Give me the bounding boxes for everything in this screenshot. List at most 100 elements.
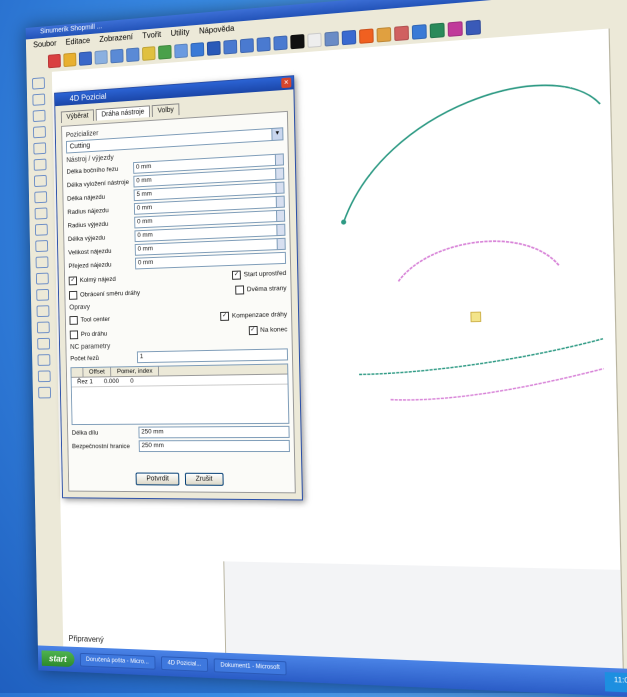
start-button[interactable]: start	[42, 650, 75, 667]
nc-count-input[interactable]: 1	[137, 348, 288, 363]
simulate-icon[interactable]	[466, 20, 481, 36]
chevron-down-icon[interactable]: ▼	[271, 128, 282, 140]
point-icon[interactable]	[359, 28, 374, 43]
zoom-window-icon[interactable]	[240, 38, 254, 53]
tool-dimension-icon[interactable]	[38, 354, 51, 366]
view-icon[interactable]	[174, 44, 188, 59]
misc1-checkbox[interactable]	[70, 330, 78, 339]
tool-trim-icon[interactable]	[35, 207, 48, 219]
lower-teal-curve	[358, 339, 603, 375]
spinner-icon[interactable]	[275, 183, 283, 193]
tool-rotate-icon[interactable]	[36, 289, 49, 301]
reverse-checkbox[interactable]	[69, 291, 77, 300]
tab-options[interactable]: Volby	[152, 103, 180, 117]
tool-move-icon[interactable]	[37, 322, 50, 334]
length-input[interactable]: 250 mm	[138, 426, 289, 439]
start-checkbox[interactable]: ✓	[232, 271, 241, 280]
pan-icon[interactable]	[273, 35, 287, 50]
save-icon[interactable]	[79, 51, 92, 66]
both-label: Dvěma strany	[247, 285, 287, 293]
tool-arc-icon[interactable]	[32, 93, 45, 105]
field-label: Délka vyložení nástroje	[67, 178, 134, 188]
ok-button[interactable]: Potvrdit	[136, 473, 180, 486]
table-row[interactable]: Řez 1 0.000 0	[72, 375, 288, 388]
toolpath-dialog: 4D Pozicial × Výběrat Dráha nástroje Vol…	[54, 75, 303, 500]
tab-toolpath[interactable]: Dráha nástroje	[96, 105, 150, 120]
spinner-icon[interactable]	[276, 211, 284, 221]
tool-offset-icon[interactable]	[35, 224, 48, 236]
spinner-icon[interactable]	[276, 225, 284, 235]
tool-ellipse-icon[interactable]	[34, 175, 47, 187]
tool-polygon-icon[interactable]	[33, 142, 46, 154]
origin-marker-icon[interactable]	[471, 312, 481, 322]
machining-icon[interactable]	[430, 23, 445, 39]
tool-mirror-icon[interactable]	[36, 273, 49, 285]
open-folder-icon[interactable]	[63, 53, 76, 67]
start-checkbox-row: ✓ Start uprostřed	[232, 269, 286, 280]
reverse-checkbox-row: Obrácení směru dráhy	[69, 289, 140, 300]
tool-fillet-icon[interactable]	[35, 240, 48, 252]
field-label: Radius výjezdu	[68, 219, 135, 229]
field-label: Délka výjezdu	[68, 233, 135, 243]
tool-line-icon[interactable]	[32, 77, 45, 89]
color-icon[interactable]	[290, 34, 304, 49]
both-checkbox-row: Dvěma strany	[235, 284, 287, 295]
curve-icon[interactable]	[377, 27, 392, 42]
length-label: Délka dílu	[72, 429, 139, 436]
taskbar: start Doručená pošta - Micro... 4D Pozic…	[38, 645, 627, 697]
cube-icon[interactable]	[207, 41, 221, 56]
layers-icon[interactable]	[158, 45, 172, 60]
taskbar-item[interactable]: Dokument1 - Microsoft	[214, 658, 287, 675]
spinner-icon[interactable]	[276, 197, 284, 207]
spinner-icon[interactable]	[277, 239, 285, 249]
nc-row-offset[interactable]: 0.000	[98, 377, 124, 386]
toolpath-icon[interactable]	[448, 21, 463, 37]
compensation-checkbox[interactable]: ✓	[220, 312, 229, 321]
tool-sum-icon[interactable]	[38, 387, 51, 399]
field-label: Délka bočního řezu	[67, 165, 134, 176]
zoom-fit-icon[interactable]	[257, 37, 271, 52]
tool-text-icon[interactable]	[34, 191, 47, 203]
cancel-button[interactable]: Zrušit	[185, 473, 223, 486]
tool-spline-icon[interactable]	[34, 159, 47, 171]
safety-input[interactable]: 250 mm	[139, 440, 290, 452]
tool-hatch-icon[interactable]	[38, 370, 51, 382]
spinner-icon[interactable]	[275, 168, 283, 178]
tool-measure-icon[interactable]	[37, 338, 50, 350]
tool-scale-icon[interactable]	[37, 305, 50, 317]
curve-start-point	[341, 219, 346, 224]
nc-row-index[interactable]: 0	[125, 377, 140, 386]
tool-center-checkbox[interactable]	[69, 316, 77, 325]
new-icon[interactable]	[48, 54, 61, 68]
flag-icon[interactable]	[342, 30, 357, 45]
redo-icon[interactable]	[126, 47, 139, 62]
taskbar-item[interactable]: Doručená pošta - Micro...	[79, 653, 155, 670]
sphere-icon[interactable]	[190, 42, 204, 57]
shade-icon[interactable]	[142, 46, 155, 61]
both-checkbox[interactable]	[235, 285, 244, 294]
tool-center-checkbox-row: Tool center	[69, 315, 110, 325]
plunge-label: Kolmý nájezd	[80, 276, 116, 284]
zoom-icon[interactable]	[223, 40, 237, 55]
field-label: Délka nájezdu	[67, 192, 134, 202]
surface-icon[interactable]	[394, 26, 409, 42]
misc2-checkbox[interactable]: ✓	[248, 326, 257, 335]
tool-circle-icon[interactable]	[33, 110, 46, 122]
select-arrow-icon[interactable]	[324, 31, 338, 46]
undo-icon[interactable]	[110, 49, 123, 64]
taskbar-item[interactable]: 4D Pozicial...	[161, 656, 208, 672]
tool-rectangle-icon[interactable]	[33, 126, 46, 138]
nc-col-blank	[71, 368, 83, 377]
length-row: Délka dílu 250 mm	[72, 426, 290, 439]
solid-icon[interactable]	[412, 24, 427, 40]
inner-curve	[398, 239, 560, 282]
plunge-checkbox-row: ✓ Kolmý nájezd	[69, 275, 116, 285]
line-icon[interactable]	[307, 33, 321, 48]
tool-chamfer-icon[interactable]	[36, 256, 49, 268]
dialog-close-icon[interactable]: ×	[281, 77, 291, 88]
tab-selection[interactable]: Výběrat	[61, 109, 94, 123]
outer-curve	[341, 81, 602, 222]
spinner-icon[interactable]	[275, 154, 283, 164]
print-icon[interactable]	[95, 50, 108, 65]
plunge-checkbox[interactable]: ✓	[69, 276, 77, 285]
